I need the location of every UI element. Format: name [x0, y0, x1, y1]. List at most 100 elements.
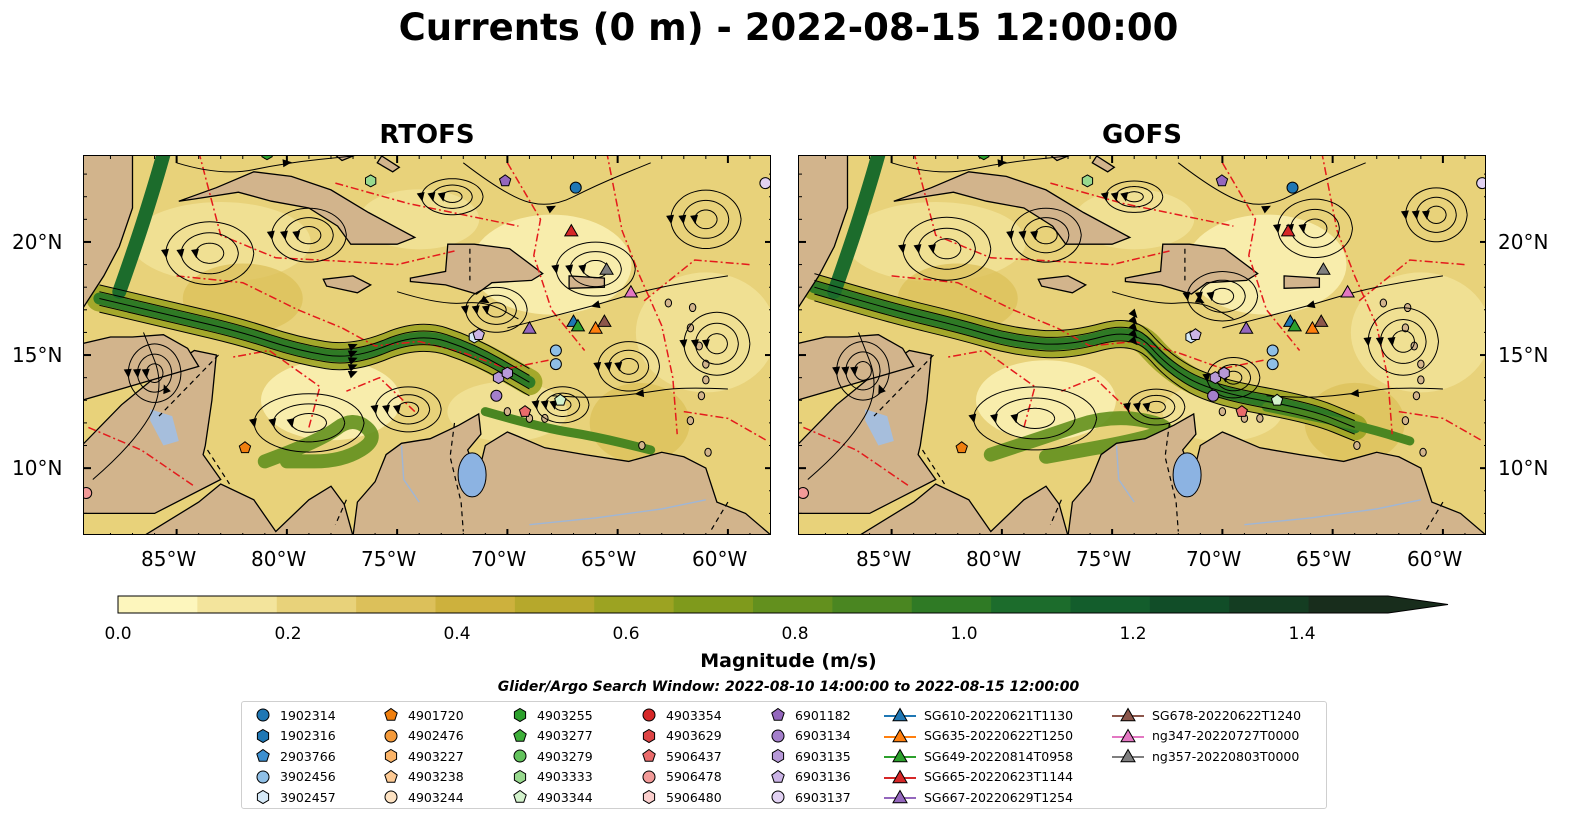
streamline-arrow	[176, 248, 185, 259]
streamline-arrow	[997, 159, 1007, 168]
legend: 1902314 1902316 2903766 3902456 3902457 49017…	[241, 701, 1327, 809]
eez-boundary	[506, 162, 586, 351]
streamline	[99, 298, 530, 383]
streamline	[1222, 275, 1443, 329]
country-border	[709, 501, 729, 532]
pentagon-marker-icon	[642, 748, 656, 762]
streamline-arrow	[990, 413, 998, 424]
streamline-arrow	[133, 368, 141, 379]
streamline-arrow	[163, 384, 171, 395]
legend-item: 6903135	[769, 746, 851, 766]
legend-label: 4903238	[408, 769, 464, 784]
argo-float-marker	[955, 441, 968, 454]
speed-shade	[1186, 214, 1347, 315]
lon-tick-75w: 75°W	[361, 547, 417, 571]
small-island	[503, 407, 512, 417]
argo-float-marker	[799, 487, 809, 500]
streamline	[507, 275, 728, 329]
legend-item: 1902314	[254, 705, 336, 725]
land	[799, 349, 937, 515]
streamline-arrow	[551, 264, 560, 275]
argo-float-marker	[1270, 393, 1284, 406]
land	[860, 483, 1069, 534]
argo-float-marker	[1189, 328, 1202, 340]
eez-boundary	[231, 349, 321, 428]
colorbar-bin	[832, 596, 913, 613]
hexagon-marker-icon	[256, 728, 270, 743]
land	[1283, 275, 1321, 289]
argo-float-marker	[1235, 405, 1248, 417]
legend-label: SG667-20220629T1254	[924, 789, 1074, 805]
argo-float-marker	[1286, 181, 1299, 194]
streamline	[462, 162, 651, 205]
speed-shade	[1350, 272, 1485, 393]
streamline-arrow	[460, 305, 469, 315]
country-border	[921, 449, 946, 485]
colorbar-bin	[1149, 596, 1230, 613]
legend-label: 4903279	[537, 748, 593, 764]
colorbar-outline	[117, 595, 1449, 614]
small-island	[686, 323, 695, 333]
glider-marker	[1313, 314, 1329, 327]
legend-item: SG635-20220622T1250	[884, 726, 1073, 746]
streamline-arrow	[679, 339, 688, 349]
streamline-arrow	[280, 230, 288, 241]
small-island	[1256, 413, 1264, 423]
pentagon-marker-icon	[771, 707, 785, 721]
lon-tick-85w-gofs: 85°W	[856, 547, 912, 571]
streamline-arrow	[701, 339, 710, 349]
triangle-marker-icon	[1112, 727, 1144, 742]
streamline-arrow	[968, 413, 977, 424]
lake-maracaibo	[1172, 452, 1202, 498]
legend-label: SG635-20220622T1250	[924, 728, 1074, 743]
streamline-arrow	[1421, 210, 1430, 220]
streamline	[807, 332, 875, 480]
lon-tick-60w-gofs: 60°W	[1407, 547, 1463, 571]
colorbar-bin	[673, 596, 754, 613]
legend-label: 1902316	[280, 728, 336, 743]
argo-float-marker	[472, 328, 485, 340]
current-jet	[1262, 402, 1415, 446]
colorbar-bin	[197, 596, 278, 613]
land	[893, 171, 1132, 245]
legend-item: 4903629	[640, 726, 722, 746]
streamline	[99, 311, 530, 397]
streamline-arrow	[427, 192, 436, 202]
streamline-arrow	[690, 214, 699, 225]
circle-marker-icon	[384, 729, 398, 742]
legend-label: 3902456	[280, 769, 336, 784]
country-border	[1049, 499, 1062, 525]
legend-label: 4902476	[408, 728, 464, 743]
land	[84, 156, 134, 308]
colorbar-bin	[1070, 596, 1151, 613]
streamline-arrow	[1387, 337, 1396, 347]
lat-tick-15n-right: 15°N	[1498, 343, 1549, 367]
land	[1091, 156, 1116, 173]
country-border	[206, 449, 231, 485]
colorbar-bin	[991, 596, 1072, 613]
triangle-marker-icon	[1112, 707, 1144, 722]
lon-tick-80w-gofs: 80°W	[966, 547, 1022, 571]
argo-float-marker	[238, 441, 252, 454]
pentagon-marker-icon	[513, 789, 527, 803]
river	[529, 499, 706, 526]
legend-item: 4903279	[511, 746, 593, 766]
country-border	[873, 354, 934, 417]
small-island	[704, 447, 712, 457]
gofs-map	[798, 155, 1486, 535]
streamline-arrow	[141, 368, 150, 379]
land	[145, 483, 354, 534]
triangle-marker-icon	[884, 727, 916, 742]
eez-boundary	[1221, 162, 1301, 351]
streamline-arrow	[1202, 373, 1211, 383]
argo-float-marker	[549, 358, 562, 371]
yucatan-current	[827, 156, 886, 299]
triangle-marker-icon	[884, 707, 916, 722]
streamline-arrow	[913, 244, 922, 254]
lat-tick-10n: 10°N	[12, 456, 63, 480]
colorbar-bin	[276, 596, 357, 613]
streamline-arrow	[1375, 337, 1384, 347]
streamline-arrow	[347, 357, 358, 365]
streamline	[99, 291, 530, 376]
legend-item: 4903244	[382, 787, 464, 807]
